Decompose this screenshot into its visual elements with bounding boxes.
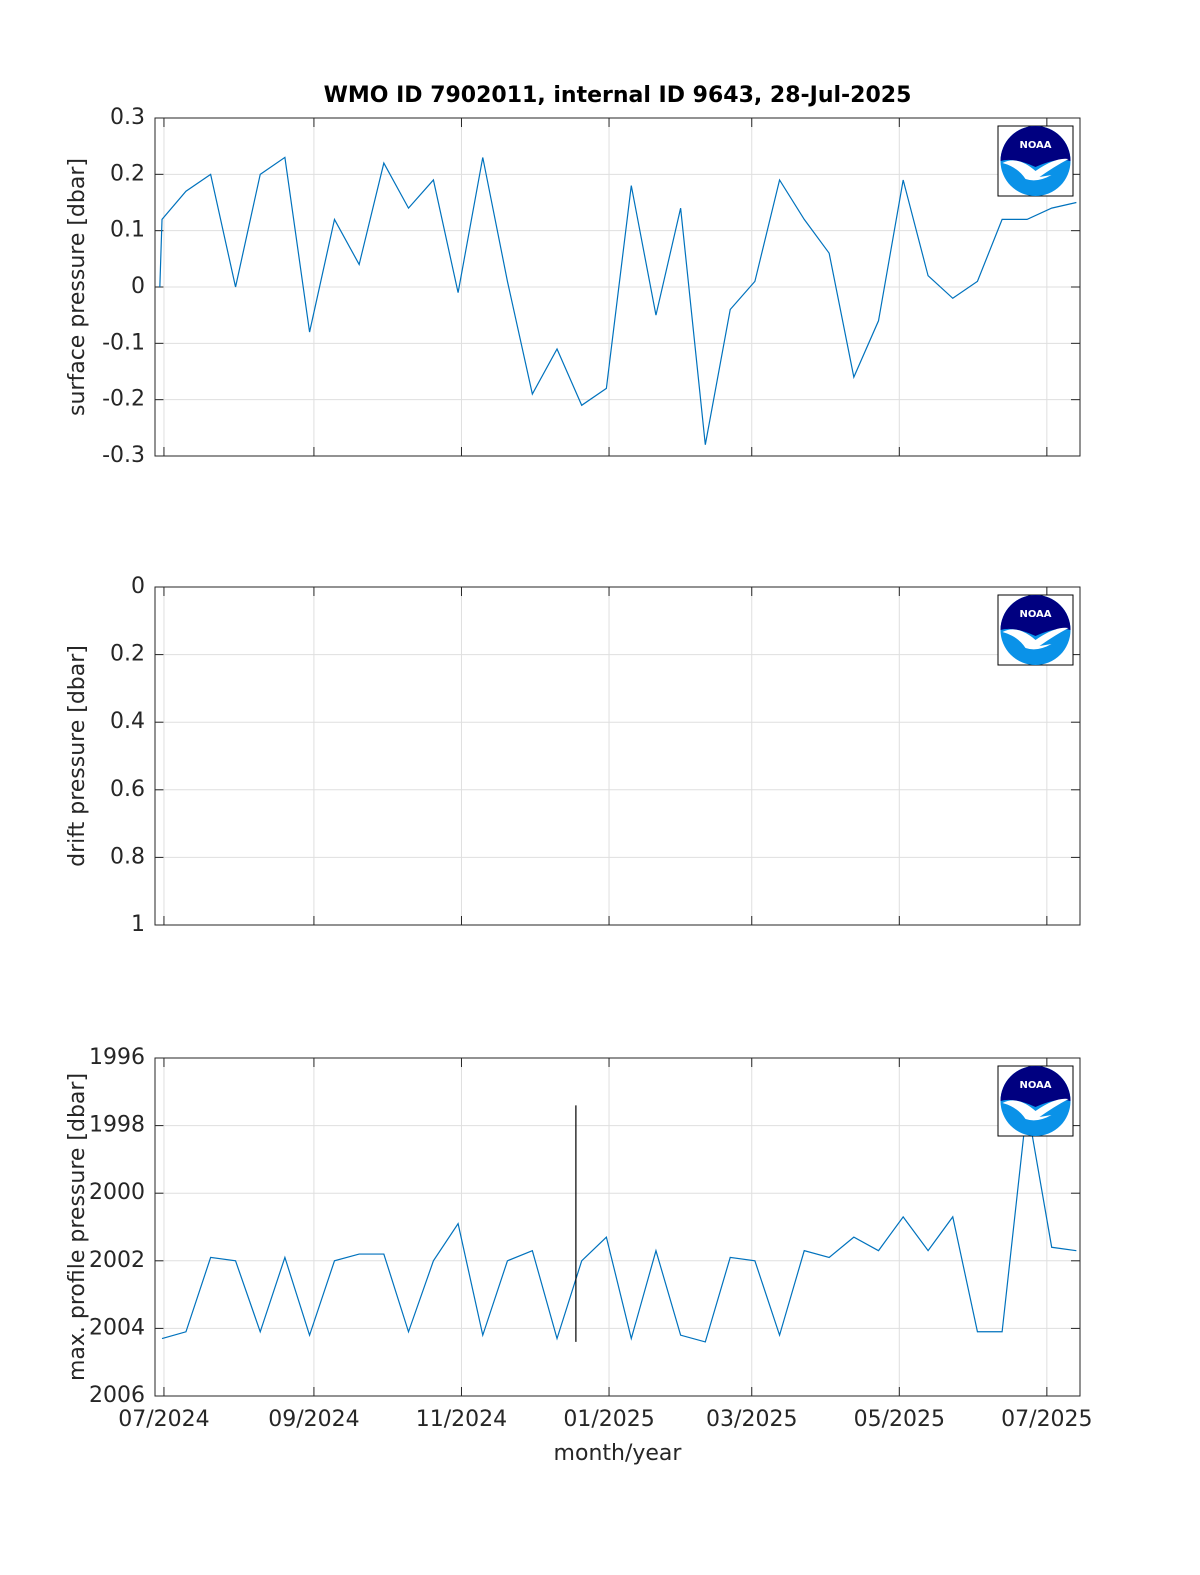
- y-tick-label: 0.6: [110, 777, 145, 802]
- logo-text: NOAA: [1019, 1080, 1051, 1091]
- y-axis-label: max. profile pressure [dbar]: [65, 1073, 90, 1381]
- y-tick-label: 0: [131, 574, 145, 599]
- y-tick-label: -0.1: [102, 330, 145, 355]
- x-tick-label: 11/2024: [416, 1407, 507, 1432]
- x-tick-label: 05/2025: [854, 1407, 945, 1432]
- y-tick-label: -0.3: [102, 443, 145, 468]
- logo-top: [1000, 1066, 1071, 1107]
- axes-box: [154, 586, 1081, 926]
- x-axis-label: month/year: [554, 1441, 683, 1466]
- y-tick-label: 0.8: [110, 844, 145, 869]
- x-tick-label: 01/2025: [563, 1407, 654, 1432]
- y-tick-label: 2004: [89, 1315, 145, 1340]
- logo-top: [1000, 126, 1071, 167]
- axes-box: [154, 1057, 1081, 1397]
- plot-area: [155, 1058, 1080, 1396]
- y-tick-label: 1996: [89, 1045, 145, 1070]
- y-tick-label: 1998: [89, 1113, 145, 1138]
- x-tick-label: 03/2025: [706, 1407, 797, 1432]
- y-axis-label: surface pressure [dbar]: [65, 158, 90, 416]
- y-tick-label: 0: [131, 274, 145, 299]
- y-tick-label: 0.3: [110, 105, 145, 130]
- logo-gull: [1002, 627, 1069, 650]
- x-tick-label: 09/2024: [268, 1407, 359, 1432]
- y-tick-label: 2000: [89, 1180, 145, 1205]
- axes-box: [154, 117, 1081, 457]
- y-tick-label: 2006: [89, 1383, 145, 1408]
- x-tick-label: 07/2024: [118, 1407, 209, 1432]
- logo-gull: [1002, 1098, 1069, 1121]
- chart-title: WMO ID 7902011, internal ID 9643, 28-Jul…: [324, 83, 912, 108]
- plot-area: [155, 587, 1080, 925]
- x-tick-label: 07/2025: [1001, 1407, 1092, 1432]
- y-tick-label: 2002: [89, 1248, 145, 1273]
- y-tick-label: 0.4: [110, 709, 145, 734]
- logo-text: NOAA: [1019, 140, 1051, 151]
- y-tick-label: -0.2: [102, 387, 145, 412]
- logo-top: [1000, 595, 1071, 636]
- y-axis-label: drift pressure [dbar]: [65, 645, 90, 867]
- y-tick-label: 0.1: [110, 218, 145, 243]
- y-tick-label: 0.2: [110, 161, 145, 186]
- data-line: [161, 1105, 1077, 1343]
- logo-gull: [1002, 158, 1069, 181]
- data-line: [159, 156, 1077, 445]
- y-tick-label: 0.2: [110, 642, 145, 667]
- logo-text: NOAA: [1019, 609, 1051, 620]
- y-tick-label: 1: [131, 912, 145, 937]
